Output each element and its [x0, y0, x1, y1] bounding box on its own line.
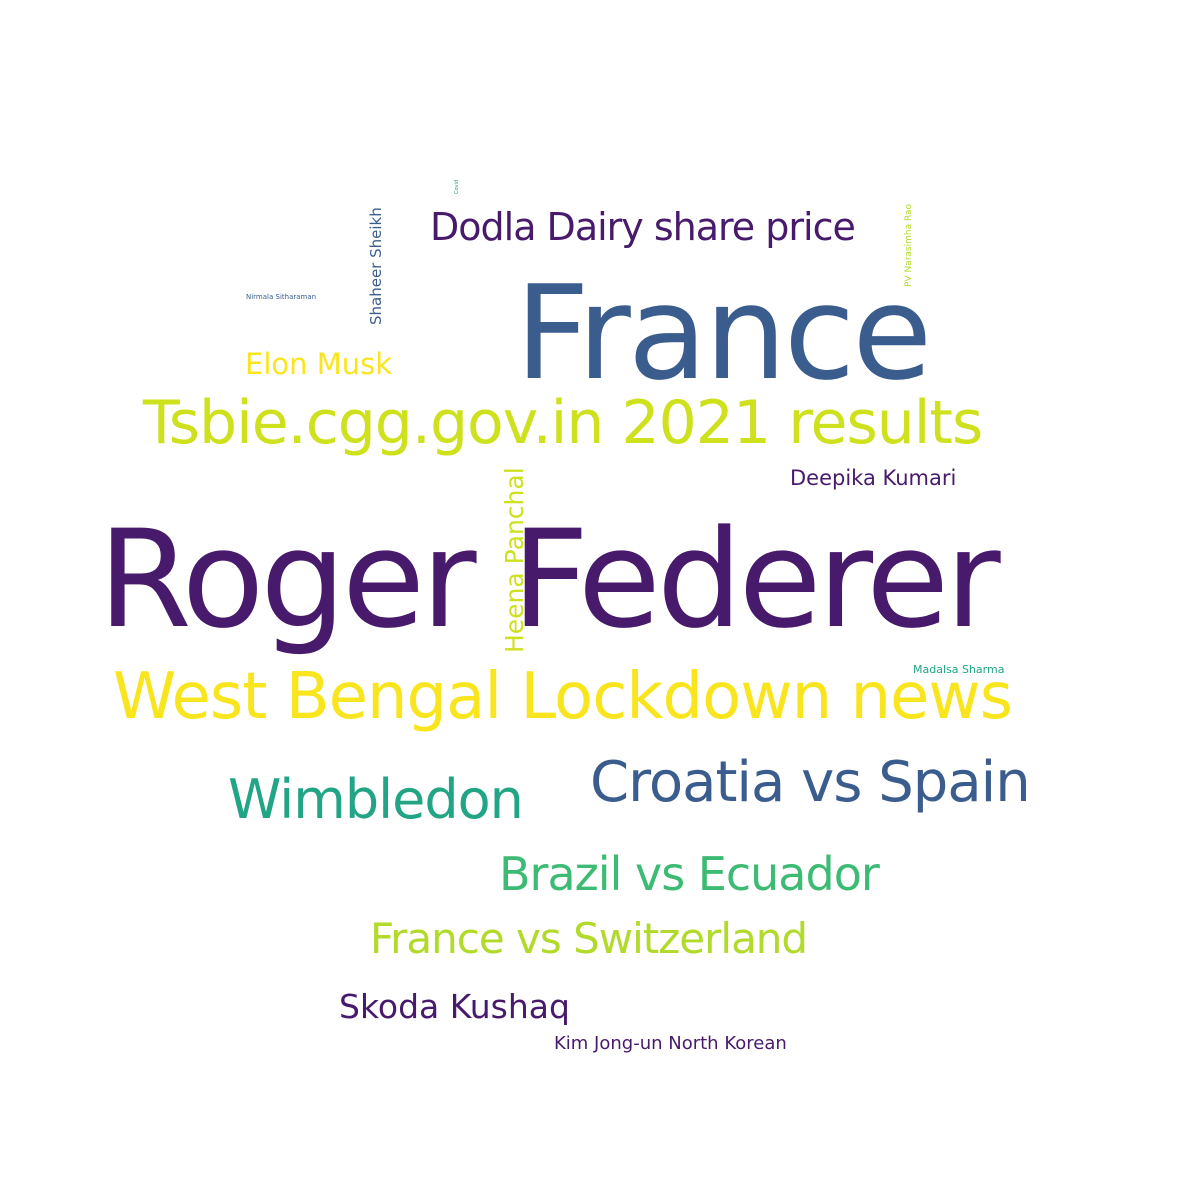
word-skoda-kushaq: Skoda Kushaq	[339, 987, 570, 1026]
word-deepika-kumari: Deepika Kumari	[790, 466, 957, 490]
word-shaheer-sheikh: Shaheer Sheikh	[367, 207, 385, 325]
word-wimbledon: Wimbledon	[228, 768, 524, 831]
word-france-vs-switzerland: France vs Switzerland	[370, 914, 808, 963]
word-dodla-dairy-share-price: Dodla Dairy share price	[430, 205, 856, 249]
word-covid: Covid	[454, 179, 460, 194]
word-tsbie-results: Tsbie.cgg.gov.in 2021 results	[143, 388, 983, 458]
word-nirmala-sitharaman: Nirmala Sitharaman	[246, 293, 317, 301]
word-west-bengal-lockdown-news: West Bengal Lockdown news	[113, 660, 1013, 734]
word-roger-federer: Roger Federer	[98, 501, 1001, 658]
word-kim-jong-un: Kim Jong-un North Korean	[554, 1033, 787, 1054]
word-heena-panchal: Heena Panchal	[500, 467, 529, 653]
word-elon-musk: Elon Musk	[245, 347, 393, 381]
word-madalsa-sharma: Madalsa Sharma	[913, 663, 1005, 676]
word-brazil-vs-ecuador: Brazil vs Ecuador	[499, 847, 880, 901]
word-pv-narasimha-rao: PV Narasimha Rao	[904, 203, 914, 287]
word-croatia-vs-spain: Croatia vs Spain	[590, 750, 1031, 815]
word-france: France	[515, 257, 932, 409]
